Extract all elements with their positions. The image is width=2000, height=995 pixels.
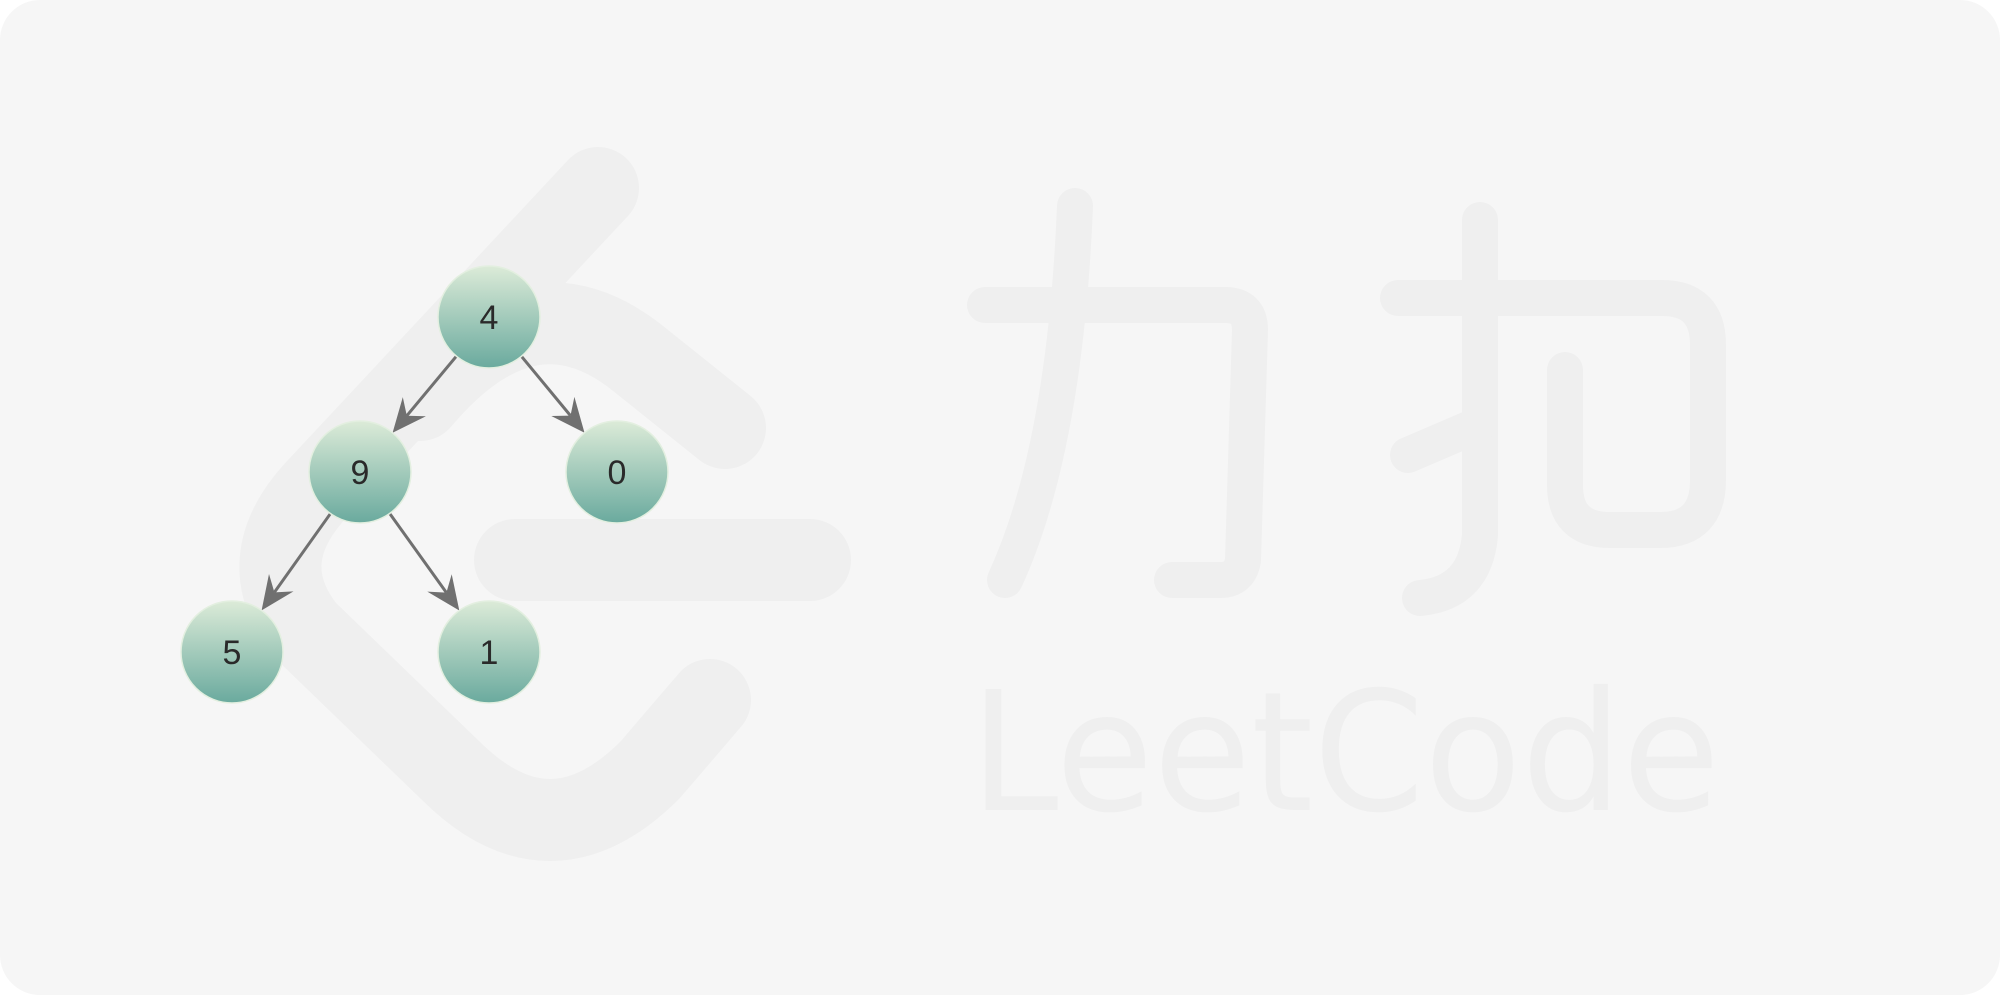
node-label: 4 [480, 299, 499, 337]
node-circle [565, 420, 669, 524]
node-label: 5 [223, 634, 242, 672]
tree-node-9: 9 [308, 420, 412, 524]
edge-n9-n1 [387, 510, 460, 611]
node-label: 0 [608, 454, 627, 492]
arrowhead [427, 574, 460, 611]
brand-cn-glyphs [967, 188, 1726, 616]
edge-n4-n0 [519, 353, 585, 433]
edge-line [405, 353, 459, 417]
edge-line [387, 510, 448, 594]
node-label: 1 [480, 634, 499, 672]
edge-line [519, 353, 572, 417]
tree-nodes: 4 9 0 5 1 [180, 265, 669, 704]
tree-node-5: 5 [180, 600, 284, 704]
edge-n9-n5 [261, 511, 333, 611]
node-circle [437, 600, 541, 704]
tree-node-1: 1 [437, 600, 541, 704]
edge-n4-n9 [392, 353, 459, 433]
tree-node-4: 4 [437, 265, 541, 369]
tree-edges [261, 353, 585, 611]
node-circle [180, 600, 284, 704]
brand-en-wordmark: LeetCode [970, 657, 1720, 850]
node-circle [437, 265, 541, 369]
arrowhead [551, 396, 585, 433]
tree-node-0: 0 [565, 420, 669, 524]
node-circle [308, 420, 412, 524]
node-label: 9 [351, 454, 370, 492]
arrowhead [392, 397, 426, 433]
arrowhead [261, 574, 294, 611]
edge-line [273, 511, 333, 594]
